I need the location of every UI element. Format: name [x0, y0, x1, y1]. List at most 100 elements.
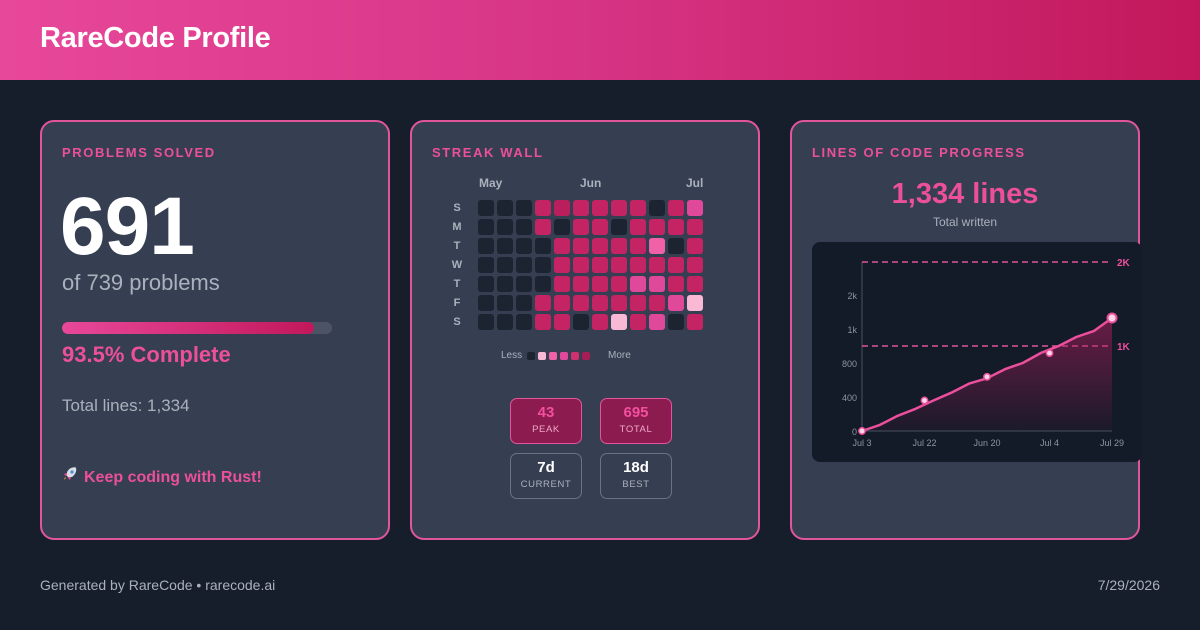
streak-cell — [630, 295, 646, 311]
motto-label: Keep coding with Rust! — [84, 469, 262, 486]
stat-value: 18d — [623, 459, 649, 476]
streak-cell — [687, 295, 703, 311]
streak-cell — [687, 314, 703, 330]
loc-section-title: LINES OF CODE PROGRESS — [812, 145, 1026, 160]
streak-cell — [611, 238, 627, 254]
legend-swatch — [538, 352, 546, 360]
header-bar: RareCode Profile — [0, 0, 1200, 80]
streak-cell — [687, 257, 703, 273]
y-tick-label: 400 — [842, 393, 857, 403]
day-label: S — [453, 316, 461, 328]
streak-cell — [668, 238, 684, 254]
day-label: T — [453, 278, 461, 290]
stat-best: 18d BEST — [600, 453, 672, 499]
legend-swatch — [527, 352, 535, 360]
streak-cell — [630, 200, 646, 216]
streak-cell — [516, 219, 532, 235]
streak-cell — [611, 276, 627, 292]
motto-text: Keep coding with Rust! — [62, 466, 262, 487]
stat-value: 7d — [537, 459, 555, 476]
page-title: RareCode Profile — [40, 22, 271, 54]
streak-cell — [554, 238, 570, 254]
loc-total-value: 1,334 lines — [891, 178, 1039, 210]
streak-cell — [573, 200, 589, 216]
stat-value: 695 — [623, 404, 649, 421]
day-label: M — [452, 221, 462, 233]
x-tick-label: Jun 20 — [973, 438, 1000, 448]
area-fill — [862, 318, 1112, 431]
streak-cell — [516, 257, 532, 273]
streak-cell — [649, 276, 665, 292]
streak-cell — [497, 276, 513, 292]
day-label: F — [453, 297, 461, 309]
streak-cell — [592, 295, 608, 311]
streak-cell — [649, 200, 665, 216]
streak-cell — [535, 200, 551, 216]
streak-cell — [592, 200, 608, 216]
streak-cell — [630, 276, 646, 292]
streak-cell — [478, 219, 494, 235]
stat-current: 7d CURRENT — [510, 453, 582, 499]
streak-cell — [535, 257, 551, 273]
y-tick-label: 1k — [847, 325, 857, 335]
loc-chart: 0 400 800 1k 2k Jul 3 Jul 22 Jun 20 Jul 4 Jul 29 2… — [812, 242, 1142, 462]
data-point — [1106, 312, 1118, 324]
streak-cell — [478, 314, 494, 330]
streak-cell — [497, 238, 513, 254]
streak-cell — [497, 295, 513, 311]
streak-cell — [668, 295, 684, 311]
loc-chart-svg: 0 400 800 1k 2k Jul 3 Jul 22 Jun 20 Jul 4 Jul 29 2… — [842, 258, 1131, 448]
data-point — [983, 372, 991, 381]
streak-cell — [668, 219, 684, 235]
streak-cell — [573, 295, 589, 311]
streak-cell — [478, 200, 494, 216]
streak-cell — [478, 295, 494, 311]
rocket-icon — [62, 466, 78, 487]
day-label: W — [451, 259, 463, 271]
streak-cell — [516, 314, 532, 330]
streak-cell — [649, 295, 665, 311]
streak-wall-card: STREAK WALL 43 PEAK 695 TOTAL 7d CURRENT 18d BE… — [410, 120, 760, 540]
streak-cell — [630, 219, 646, 235]
streak-cell — [554, 200, 570, 216]
streak-cell — [554, 257, 570, 273]
reference-label: 1K — [1117, 342, 1131, 353]
data-point — [1045, 349, 1054, 358]
x-tick-label: Jul 22 — [912, 438, 936, 448]
footer-date: 7/29/2026 — [1097, 577, 1160, 593]
streak-cell — [535, 295, 551, 311]
streak-cell — [687, 238, 703, 254]
streak-cell — [668, 314, 684, 330]
streak-cell — [592, 219, 608, 235]
streak-cell — [535, 314, 551, 330]
legend-more-label: More — [608, 350, 631, 361]
streak-cell — [516, 276, 532, 292]
footer-credit: Generated by RareCode • rarecode.ai — [40, 577, 276, 593]
streak-cell — [687, 276, 703, 292]
streak-cell — [516, 238, 532, 254]
stat-label: BEST — [622, 479, 650, 490]
streak-cell — [592, 257, 608, 273]
month-label: Jun — [580, 176, 602, 190]
streak-cell — [649, 257, 665, 273]
legend-less-label: Less — [501, 350, 523, 361]
streak-cell — [573, 219, 589, 235]
streak-cell — [611, 200, 627, 216]
loc-caption: Total written — [932, 215, 998, 229]
streak-cell — [573, 238, 589, 254]
stat-label: TOTAL — [619, 424, 653, 435]
streak-cell — [649, 314, 665, 330]
total-problems-label: of 739 problems — [62, 270, 220, 295]
streak-cell — [535, 238, 551, 254]
x-tick-label: Jul 3 — [852, 438, 871, 448]
streak-cell — [573, 276, 589, 292]
streak-cell — [573, 314, 589, 330]
streak-cell — [611, 314, 627, 330]
streak-cell — [668, 276, 684, 292]
streak-cell — [535, 219, 551, 235]
streak-cell — [554, 276, 570, 292]
streak-cell — [630, 238, 646, 254]
streak-cell — [516, 200, 532, 216]
legend-swatch — [549, 352, 557, 360]
streak-cell — [516, 295, 532, 311]
